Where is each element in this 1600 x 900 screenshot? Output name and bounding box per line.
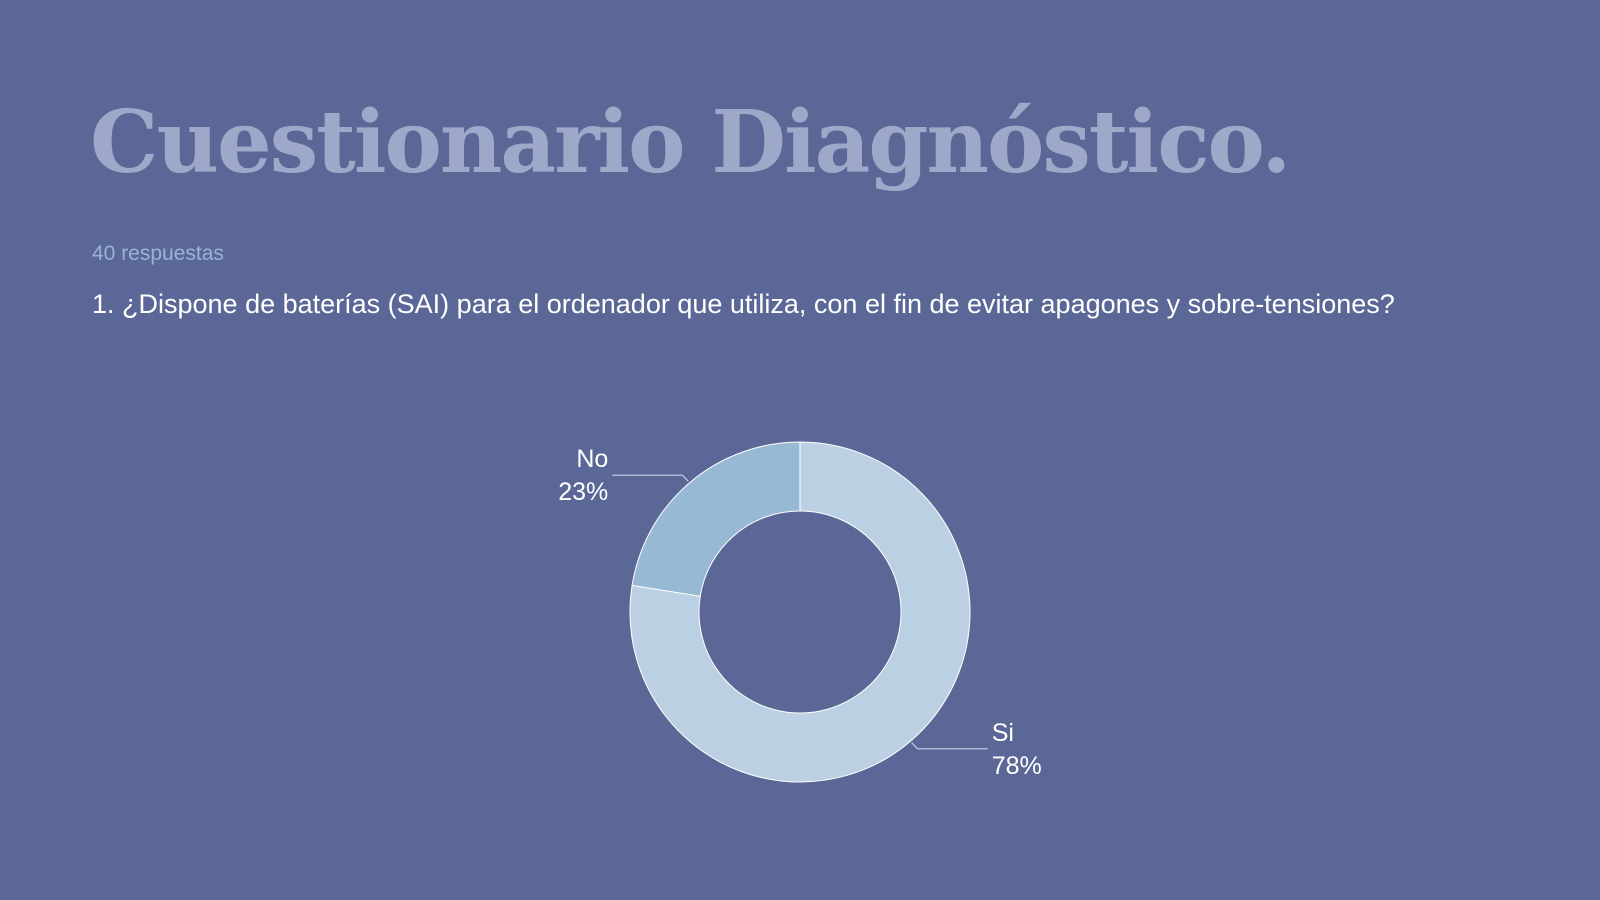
donut-slice-no [631,441,801,597]
slice-label-no: No [576,445,608,473]
leader-line-no [612,474,689,482]
slide-title: Cuestionario Diagnóstico. [90,92,1291,193]
slice-label-si: Si [992,719,1014,747]
slice-percent-si: 78% [992,752,1042,780]
response-count: 40 respuestas [92,242,224,265]
question-text: 1. ¿Dispone de baterías (SAI) para el or… [92,289,1395,319]
slice-percent-no: 23% [558,478,608,506]
donut-slice-si [629,441,971,783]
leader-line-si [911,742,988,750]
